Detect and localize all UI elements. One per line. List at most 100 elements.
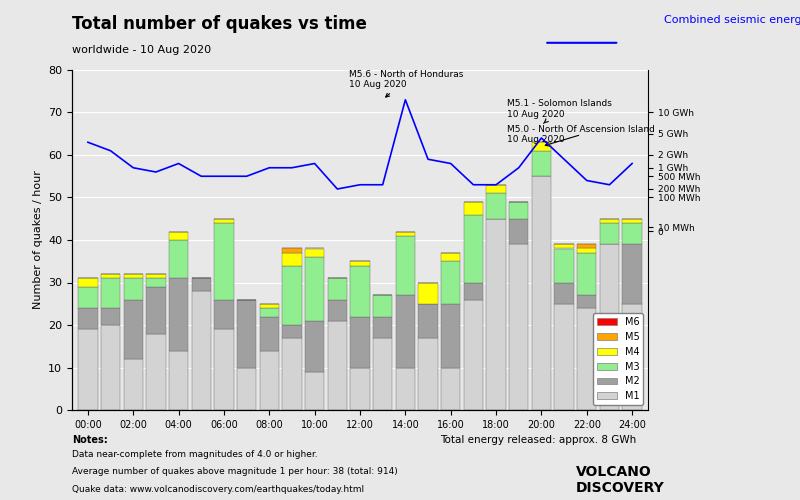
Bar — [328, 321, 347, 410]
Bar — [305, 372, 324, 410]
Bar — [237, 300, 256, 368]
Bar — [260, 308, 279, 316]
Bar — [328, 278, 347, 299]
Y-axis label: Number of quakes / hour: Number of quakes / hour — [33, 170, 42, 310]
Bar — [373, 316, 392, 338]
Bar — [509, 244, 528, 410]
Bar — [441, 368, 460, 410]
Bar — [146, 334, 166, 410]
Bar — [509, 218, 528, 244]
Bar — [396, 236, 415, 295]
Bar — [350, 368, 370, 410]
Bar — [396, 232, 415, 236]
Bar — [169, 232, 188, 240]
Legend: M6, M5, M4, M3, M2, M1: M6, M5, M4, M3, M2, M1 — [594, 313, 643, 405]
Bar — [396, 368, 415, 410]
Bar — [554, 304, 574, 410]
Bar — [622, 223, 642, 244]
Bar — [418, 304, 438, 338]
Bar — [486, 184, 506, 193]
Bar — [373, 338, 392, 410]
Bar — [328, 300, 347, 321]
Bar — [78, 286, 98, 308]
Bar — [123, 278, 143, 299]
Bar — [373, 295, 392, 316]
Bar — [260, 316, 279, 350]
Bar — [78, 329, 98, 410]
Bar — [305, 257, 324, 321]
Bar — [464, 300, 483, 410]
Bar — [350, 316, 370, 368]
Bar — [192, 278, 211, 291]
Bar — [260, 304, 279, 308]
Bar — [237, 368, 256, 410]
Bar — [396, 295, 415, 368]
Bar — [600, 223, 619, 244]
Bar — [577, 248, 597, 252]
Bar — [123, 300, 143, 359]
Bar — [532, 176, 551, 410]
Text: VOLCANO
DISCOVERY: VOLCANO DISCOVERY — [576, 465, 665, 495]
Bar — [532, 142, 551, 150]
Bar — [350, 261, 370, 266]
Bar — [418, 282, 438, 304]
Bar — [350, 266, 370, 316]
Bar — [101, 325, 120, 410]
Bar — [282, 338, 302, 410]
Bar — [577, 252, 597, 295]
Bar — [192, 291, 211, 410]
Bar — [169, 350, 188, 410]
Bar — [464, 202, 483, 214]
Bar — [486, 193, 506, 219]
Bar — [101, 278, 120, 308]
Bar — [600, 244, 619, 410]
Bar — [464, 214, 483, 282]
Bar — [554, 282, 574, 304]
Bar — [214, 223, 234, 300]
Text: worldwide - 10 Aug 2020: worldwide - 10 Aug 2020 — [72, 45, 211, 55]
Bar — [441, 261, 460, 304]
Bar — [214, 329, 234, 410]
Bar — [282, 252, 302, 266]
Bar — [214, 219, 234, 223]
Text: Notes:: Notes: — [72, 435, 108, 445]
Bar — [305, 248, 324, 257]
Bar — [146, 278, 166, 286]
Bar — [486, 219, 506, 410]
Text: Combined seismic energy: Combined seismic energy — [664, 15, 800, 25]
Bar — [282, 325, 302, 338]
Bar — [169, 240, 188, 278]
Bar — [146, 274, 166, 278]
Bar — [282, 248, 302, 252]
Bar — [554, 244, 574, 248]
Bar — [441, 304, 460, 368]
Bar — [214, 300, 234, 329]
Bar — [282, 266, 302, 325]
Bar — [509, 202, 528, 219]
Text: M5.6 - North of Honduras
10 Aug 2020: M5.6 - North of Honduras 10 Aug 2020 — [349, 70, 463, 97]
Bar — [101, 308, 120, 325]
Text: Total number of quakes vs time: Total number of quakes vs time — [72, 15, 367, 33]
Bar — [305, 321, 324, 372]
Bar — [622, 219, 642, 223]
Bar — [146, 287, 166, 334]
Bar — [78, 308, 98, 329]
Bar — [554, 248, 574, 282]
Bar — [532, 150, 551, 176]
Bar — [418, 338, 438, 410]
Bar — [577, 295, 597, 308]
Bar — [441, 252, 460, 261]
Bar — [260, 350, 279, 410]
Bar — [464, 282, 483, 300]
Bar — [577, 244, 597, 248]
Bar — [600, 219, 619, 223]
Bar — [101, 274, 120, 278]
Bar — [169, 278, 188, 350]
Bar — [123, 274, 143, 278]
Text: Average number of quakes above magnitude 1 per hour: 38 (total: 914): Average number of quakes above magnitude… — [72, 468, 398, 476]
Text: Data near-complete from magnitudes of 4.0 or higher.: Data near-complete from magnitudes of 4.… — [72, 450, 318, 459]
Text: Total energy released: approx. 8 GWh: Total energy released: approx. 8 GWh — [440, 435, 636, 445]
Bar — [622, 244, 642, 304]
Bar — [123, 359, 143, 410]
Bar — [577, 308, 597, 410]
